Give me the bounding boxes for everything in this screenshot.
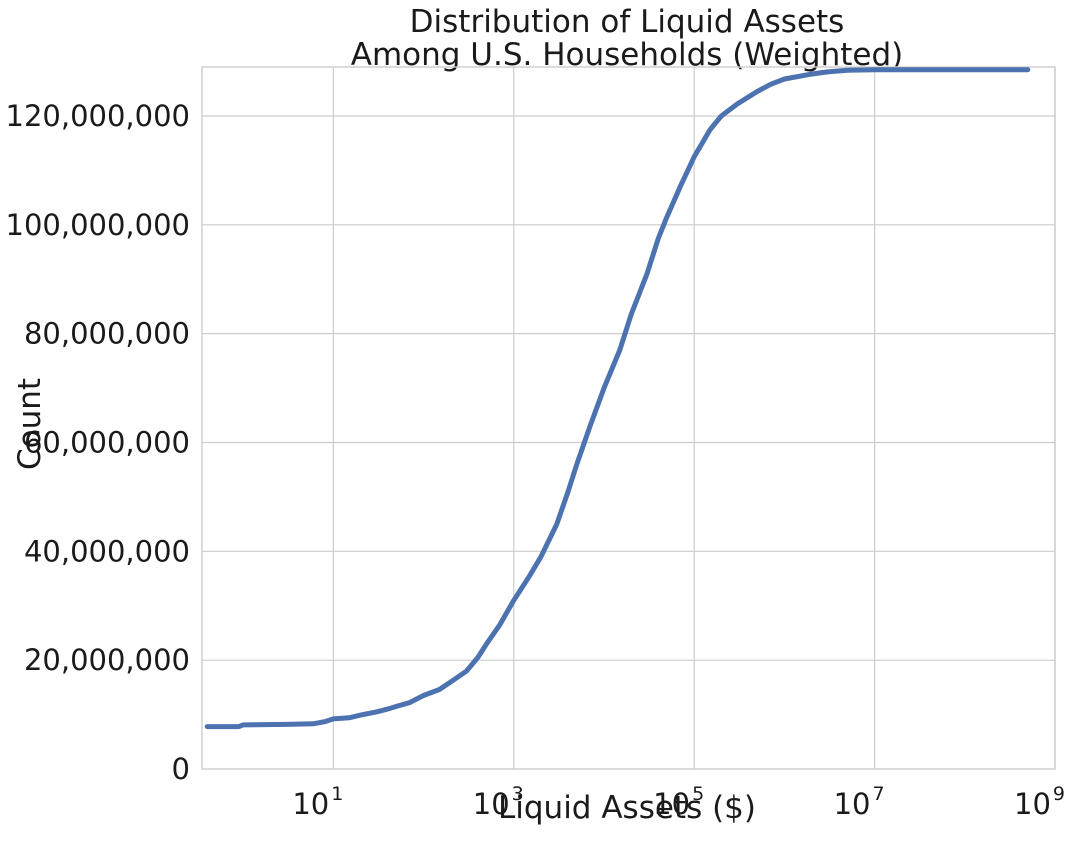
y-tick-label: 0 — [172, 752, 190, 786]
y-axis-label: Count — [12, 378, 48, 470]
x-tick-label: 10 9 — [1014, 783, 1065, 821]
y-tick-label: 100,000,000 — [6, 208, 191, 242]
y-tick-label: 60,000,000 — [24, 425, 190, 459]
x-tick-label: 10 1 — [292, 783, 343, 821]
x-axis-label: Liquid Assets ($) — [498, 790, 756, 826]
y-axis-ticks: 0 20,000,000 40,000,000 60,000,000 80,000,00… — [6, 99, 191, 786]
x-tick-exponent: 5 — [692, 783, 704, 805]
chart-title-line-1: Distribution of Liquid Assets — [410, 4, 845, 40]
series-layer — [204, 67, 1031, 730]
x-tick-label: 10 7 — [834, 783, 885, 821]
y-tick-label: 40,000,000 — [24, 534, 190, 568]
x-tick-exponent: 9 — [1053, 783, 1065, 805]
plot-area-frame — [201, 66, 1056, 770]
x-tick-exponent: 3 — [512, 783, 524, 805]
x-tick-exponent: 1 — [331, 783, 343, 805]
x-tick-label: 10 3 — [473, 783, 524, 821]
x-axis-ticks: 10 1 10 3 10 5 10 7 10 9 — [292, 783, 1065, 821]
y-tick-label: 80,000,000 — [24, 317, 190, 351]
x-tick-exponent: 7 — [872, 783, 884, 805]
x-tick-label: 10 5 — [653, 783, 704, 821]
cumulative-count-line — [204, 67, 1031, 730]
y-tick-label: 20,000,000 — [24, 643, 190, 677]
y-tick-label: 120,000,000 — [6, 99, 191, 133]
grid-lines — [202, 67, 1056, 769]
